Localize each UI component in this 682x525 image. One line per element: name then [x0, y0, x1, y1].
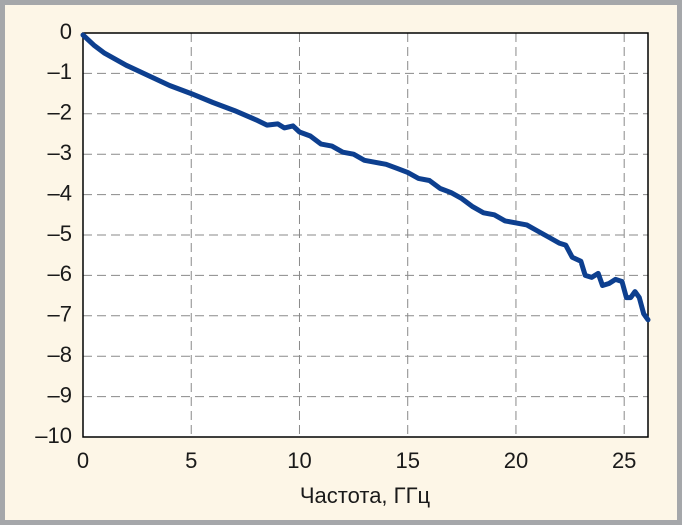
- x-tick-label: 0: [77, 448, 89, 473]
- y-tick-label: –7: [48, 302, 72, 327]
- y-tick-label: –5: [48, 221, 72, 246]
- axes-box: [82, 32, 649, 438]
- y-tick-label: –2: [48, 100, 72, 125]
- x-tick-label: 10: [287, 448, 311, 473]
- y-tick-label: –1: [48, 59, 72, 84]
- y-tick-label: –9: [48, 382, 72, 407]
- y-tick-label: –4: [48, 180, 72, 205]
- x-tick-label: 20: [504, 448, 528, 473]
- x-axis-label: Частота, ГГц: [300, 483, 431, 508]
- x-tick-label: 15: [395, 448, 419, 473]
- data-line: [80, 32, 651, 323]
- x-tick-label: 25: [612, 448, 636, 473]
- x-tick-label: 5: [185, 448, 197, 473]
- y-tick-label: 0: [60, 19, 72, 44]
- y-tick-label: –8: [48, 342, 72, 367]
- y-tick-label: –10: [35, 423, 72, 448]
- y-tick-label: –3: [48, 140, 72, 165]
- y-tick-label: –6: [48, 261, 72, 286]
